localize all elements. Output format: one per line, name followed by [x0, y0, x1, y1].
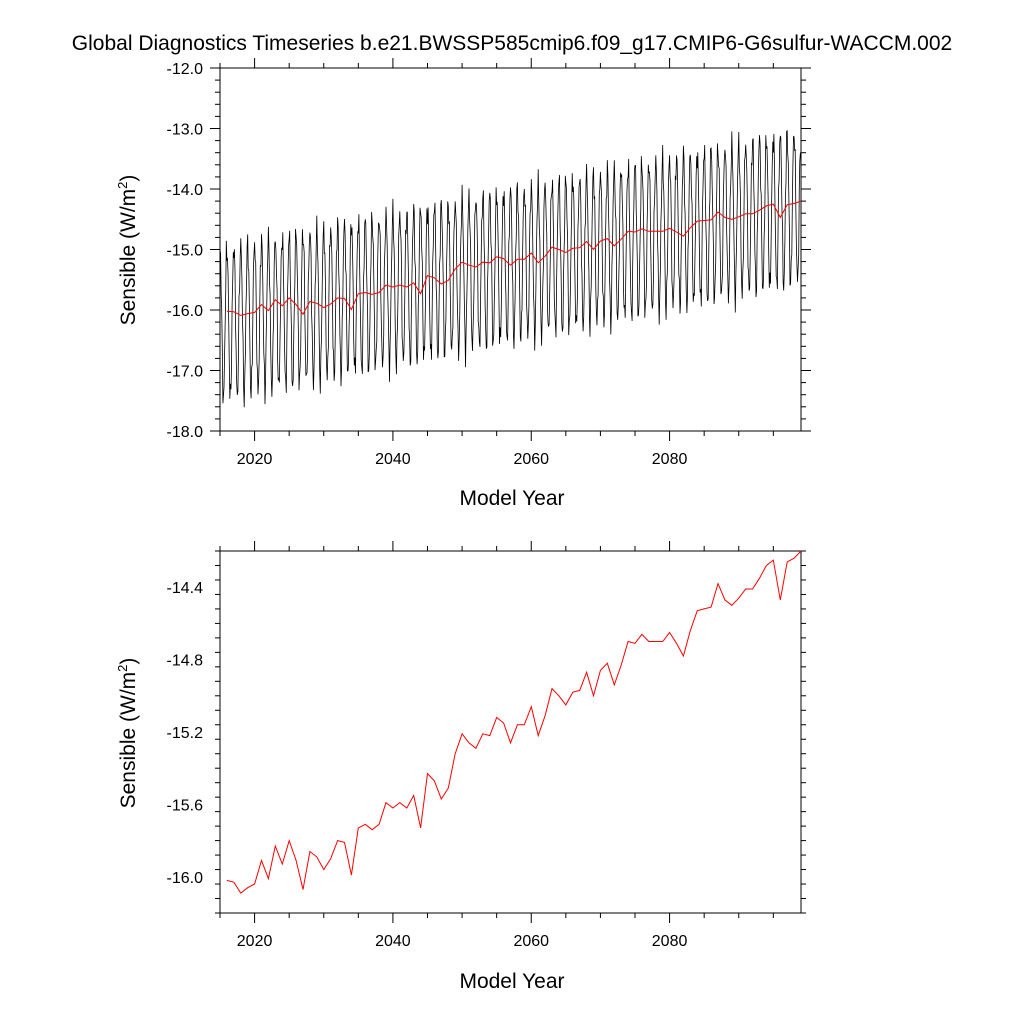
bottom-y-tick-label: -14.8 [167, 653, 204, 670]
bottom-x-tick-label: 2080 [652, 933, 688, 950]
bottom-x-tick-label: 2040 [375, 933, 411, 950]
bottom-plot-border [219, 550, 802, 914]
top-x-tick-label: 2060 [513, 451, 549, 468]
top-series-monthly-line [219, 129, 801, 408]
top-x-tick-label: 2040 [375, 451, 411, 468]
top-y-tick-label: -15.0 [167, 243, 204, 260]
bottom-y-tick-label: -14.4 [167, 580, 204, 597]
top-y-tick-label: -16.0 [167, 303, 204, 320]
top-y-tick-label: -17.0 [167, 364, 204, 381]
top-x-axis-label: Model Year [459, 487, 564, 510]
top-plot-area [219, 67, 802, 432]
bottom-x-tick-label: 2020 [237, 933, 273, 950]
bottom-series-annual-mean-line [226, 550, 802, 894]
bottom-x-tick-label: 2060 [513, 933, 549, 950]
top-y-axis-label: Sensible (W/m2) [115, 175, 140, 326]
bottom-plot-area [219, 550, 802, 914]
top-y-tick-label: -14.0 [167, 182, 204, 199]
bottom-y-tick-label: -16.0 [167, 870, 204, 887]
top-series-annual-mean-line [226, 200, 802, 316]
chart-title: Global Diagnostics Timeseries b.e21.BWSS… [72, 32, 952, 55]
bottom-y-tick-label: -15.6 [167, 797, 204, 814]
top-panel: 2020 2040 2060 2080 -12.0 -13.0 -14.0 -15.0 -16.… [115, 58, 811, 510]
top-y-tick-label: -18.0 [167, 424, 204, 441]
bottom-panel: 2020 2040 2060 2080 -14.4 -14.8 -15.2 -15.6 -16.… [115, 541, 806, 993]
bottom-x-axis-label: Model Year [459, 970, 564, 993]
top-y-tick-label: -12.0 [167, 61, 204, 78]
top-x-tick-label: 2080 [652, 451, 688, 468]
top-y-tick-label: -13.0 [167, 122, 204, 139]
bottom-y-tick-label: -15.2 [167, 725, 204, 742]
bottom-y-axis-label: Sensible (W/m2) [115, 658, 140, 809]
top-plot-border [219, 67, 802, 432]
top-x-tick-label: 2020 [237, 451, 273, 468]
